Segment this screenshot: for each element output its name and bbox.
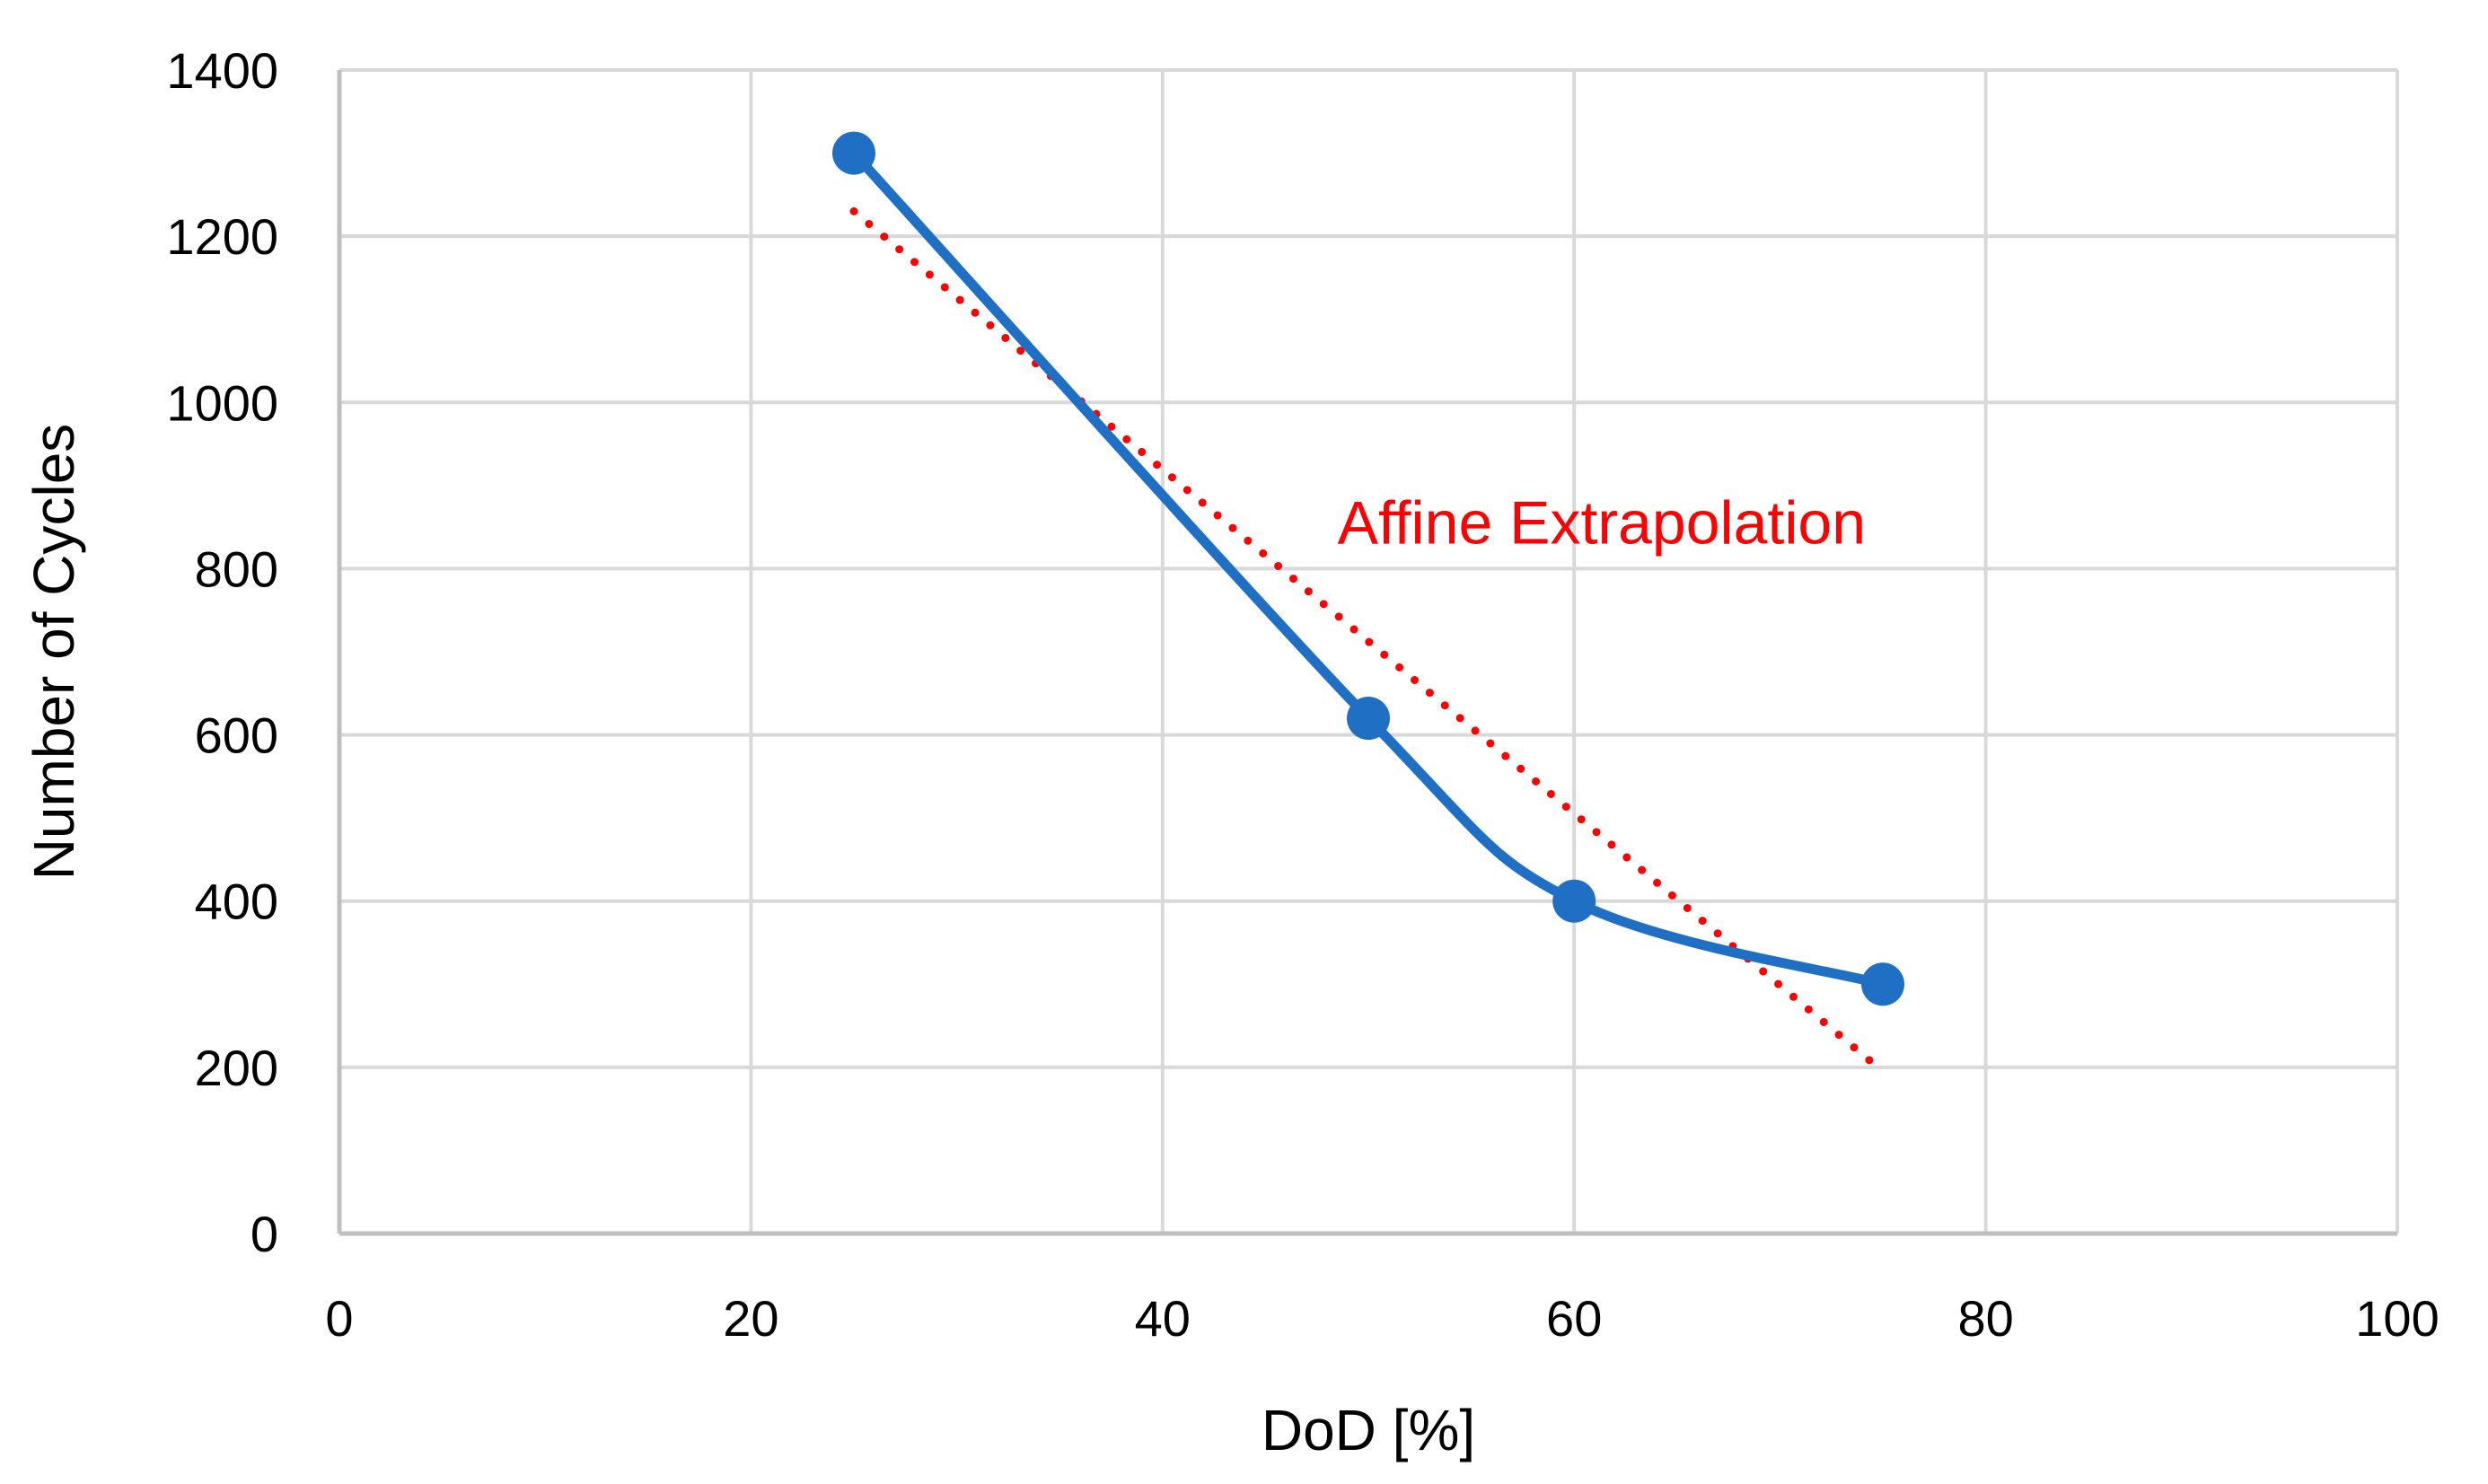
cycle-life-line xyxy=(848,148,1888,989)
x-tick-label-80: 80 xyxy=(1957,1290,2013,1347)
x-axis-title: DoD [%] xyxy=(1262,1398,1475,1462)
grid-layer xyxy=(339,68,2399,1234)
x-tick-label-100: 100 xyxy=(2355,1290,2439,1347)
y-tick-label-400: 400 xyxy=(195,874,278,930)
x-tick-label-20: 20 xyxy=(723,1290,778,1347)
y-tick-label-600: 600 xyxy=(195,707,278,764)
affine-extrapolation-annotation: Affine Extrapolation xyxy=(1338,489,1866,558)
series-layer xyxy=(832,131,1904,1006)
x-tick-label-40: 40 xyxy=(1135,1290,1191,1347)
y-axis-title: Number of Cycles xyxy=(22,424,86,881)
affine-extrapolation-trendline xyxy=(849,206,1887,1076)
data-point-dod-60 xyxy=(1552,879,1596,923)
x-tick-label-0: 0 xyxy=(325,1290,353,1347)
y-tick-label-1200: 1200 xyxy=(166,208,278,265)
trend-layer xyxy=(849,206,1887,1076)
y-tick-label-1400: 1400 xyxy=(166,42,278,99)
y-tick-label-200: 200 xyxy=(195,1040,278,1096)
y-tick-label-800: 800 xyxy=(195,540,278,597)
data-point-dod-50 xyxy=(1347,697,1390,741)
y-tick-label-0: 0 xyxy=(251,1206,278,1262)
axis-layer xyxy=(337,70,2397,1236)
data-point-dod-25 xyxy=(832,131,875,175)
data-point-dod-75 xyxy=(1861,962,1904,1006)
label-layer: 0 200 400 600 800 1000 1200 1400 0 20 40 60 80 100 xyxy=(166,42,2439,1347)
x-tick-label-60: 60 xyxy=(1546,1290,1602,1347)
y-tick-label-1000: 1000 xyxy=(166,374,278,431)
